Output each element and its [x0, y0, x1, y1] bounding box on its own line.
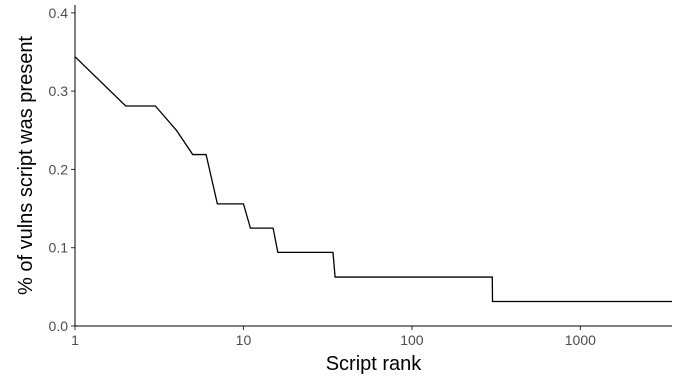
y-axis-title: % of vulns script was present	[15, 36, 37, 295]
y-axis-ticks: 0.0 0.1 0.2 0.3 0.4	[49, 5, 75, 334]
x-tick-label: 1	[71, 332, 79, 348]
series-line	[74, 56, 672, 303]
y-tick-label: 0.3	[49, 83, 69, 99]
y-tick-label: 0.0	[49, 318, 69, 334]
y-tick-label: 0.1	[49, 240, 69, 256]
x-axis-title: Script rank	[326, 353, 423, 375]
y-tick-label: 0.4	[49, 5, 69, 21]
y-tick-label: 0.2	[49, 161, 69, 177]
x-tick-label: 100	[400, 332, 424, 348]
x-tick-label: 1000	[565, 332, 596, 348]
x-tick-label: 10	[236, 332, 252, 348]
x-axis-ticks: 1 10 100 1000	[71, 326, 596, 348]
